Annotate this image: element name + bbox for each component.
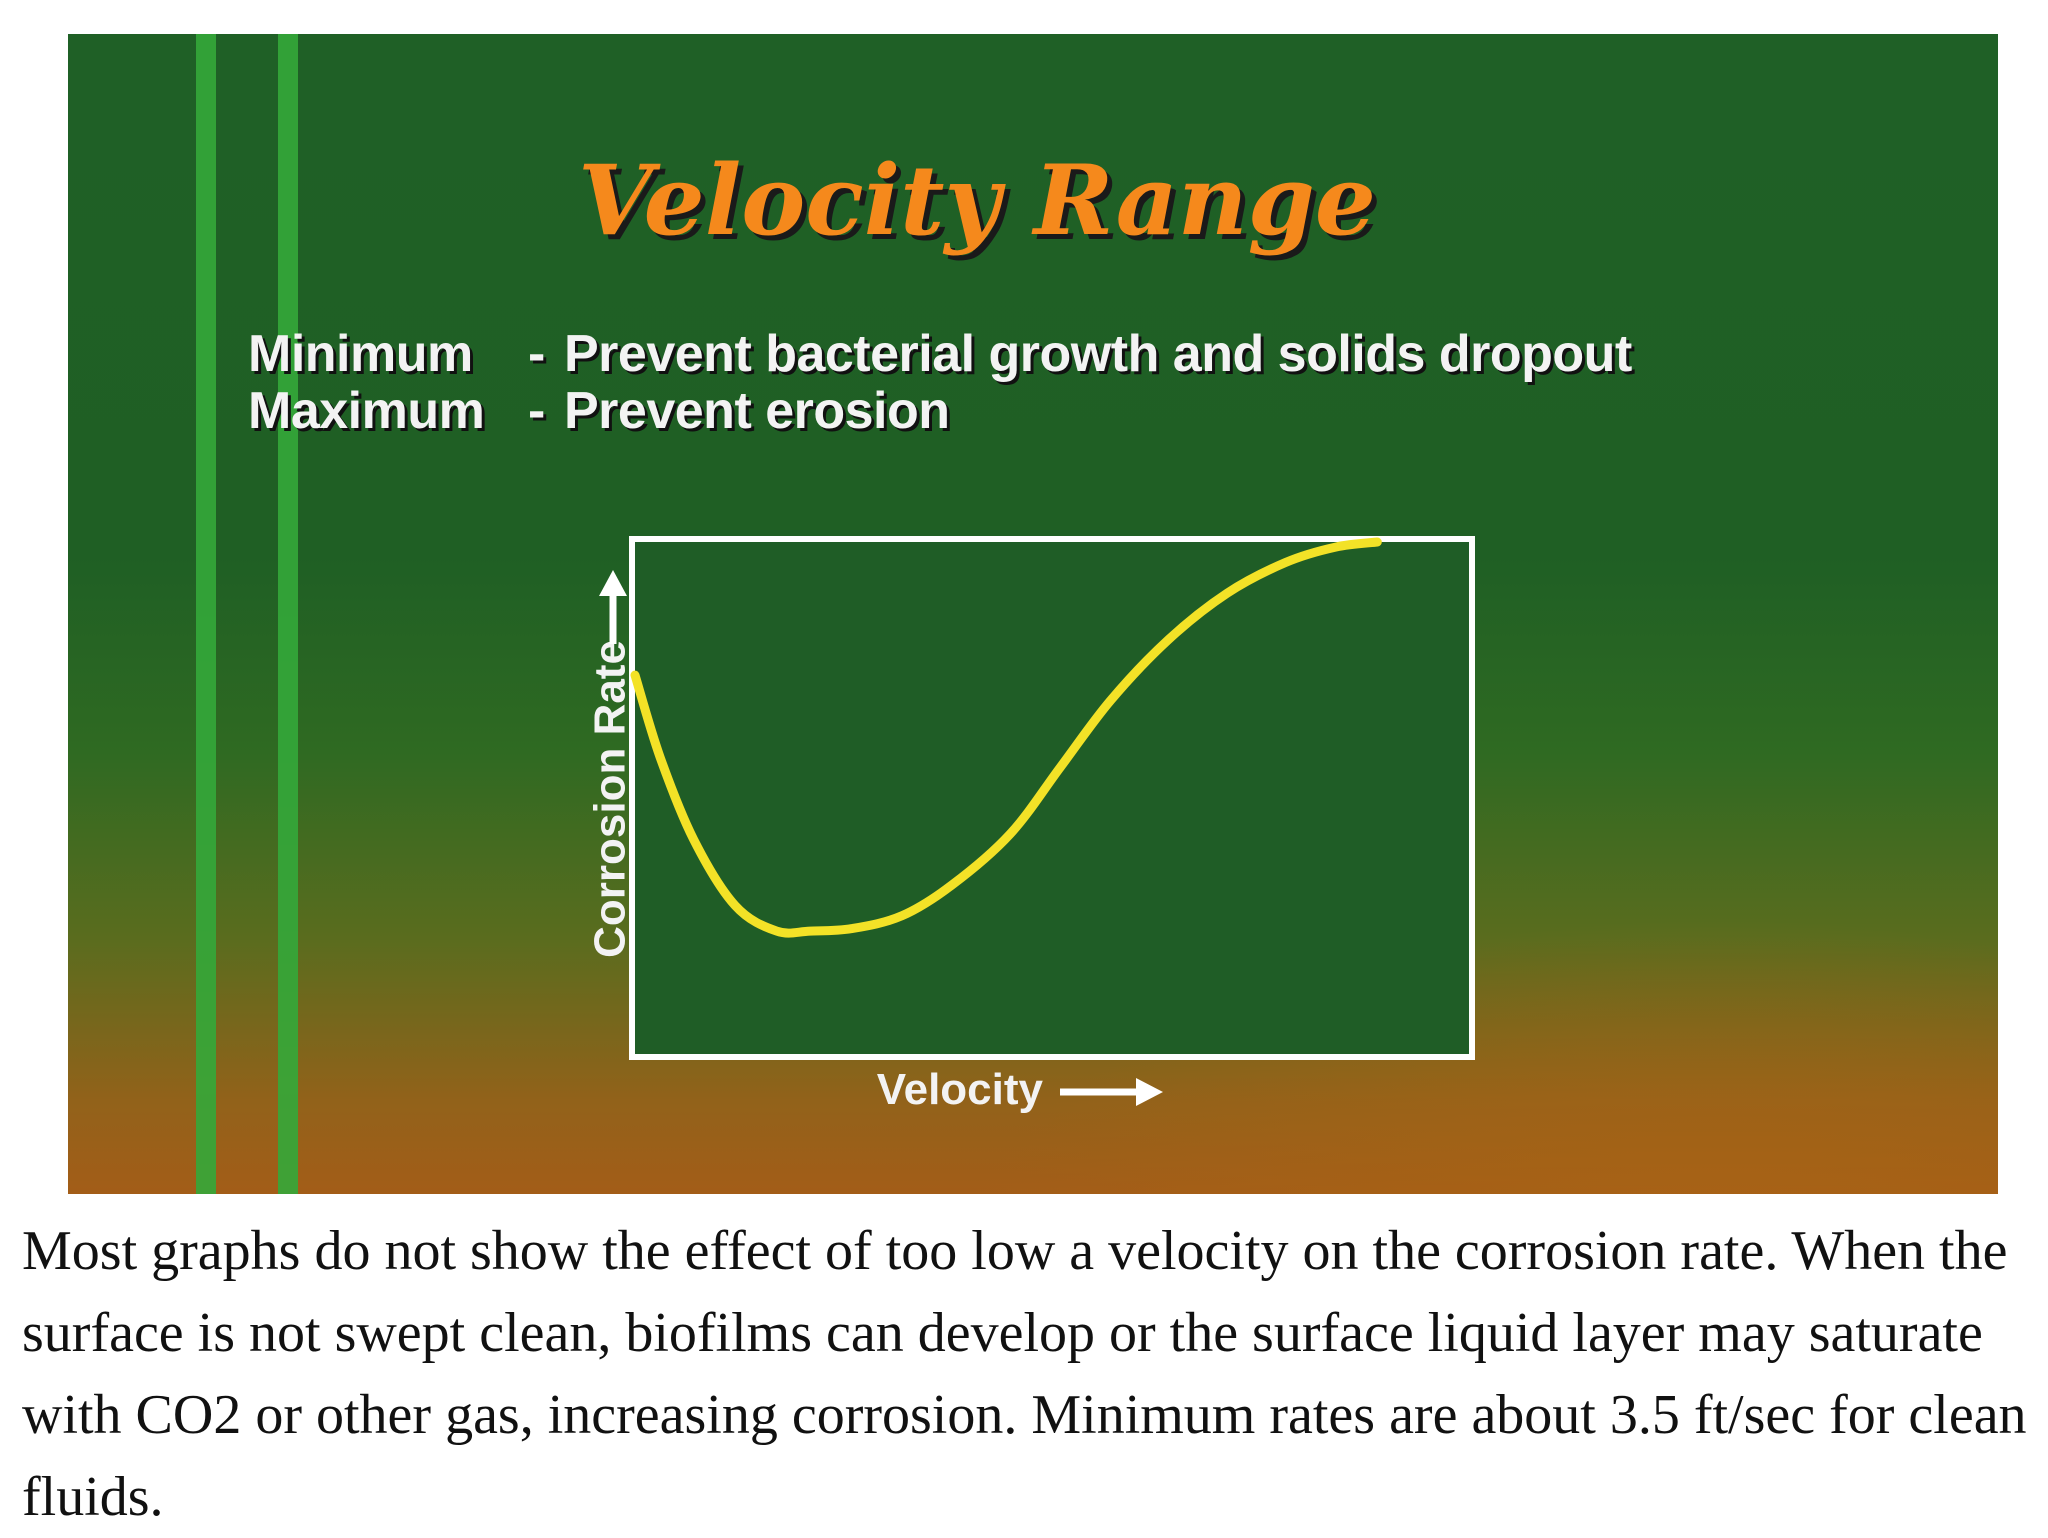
caption-paragraph: Most graphs do not show the effect of to…: [22, 1220, 2027, 1528]
note-term: Maximum: [248, 382, 485, 440]
note-dash: -: [528, 382, 545, 440]
corrosion-velocity-chart: Corrosion Rate Velocity: [586, 536, 1475, 1114]
slide-title: Velocity Range: [578, 144, 1376, 257]
note-minimum: Minimum - Prevent bacterial growth and sol…: [248, 324, 1632, 384]
decorative-stripe: [278, 34, 298, 1194]
y-axis-label-group: Corrosion Rate: [586, 640, 635, 958]
note-text: Prevent bacterial growth and solids drop…: [564, 325, 1632, 383]
note-term: Minimum: [248, 325, 473, 383]
note-maximum: Maximum - Prevent erosion: [248, 381, 950, 441]
note-dash: -: [528, 325, 545, 383]
x-axis-arrow: [1060, 1078, 1163, 1106]
y-axis-arrow: [599, 570, 627, 644]
corrosion-curve: [630, 537, 1382, 938]
y-axis-label: Corrosion Rate: [586, 640, 635, 958]
x-axis-label: Velocity: [877, 1065, 1044, 1114]
slide-image: Velocity Range Minimum - Prevent bacterial…: [68, 34, 1998, 1194]
plot-frame: [629, 536, 1475, 1060]
note-text: Prevent erosion: [564, 382, 950, 440]
decorative-stripe: [196, 34, 216, 1194]
